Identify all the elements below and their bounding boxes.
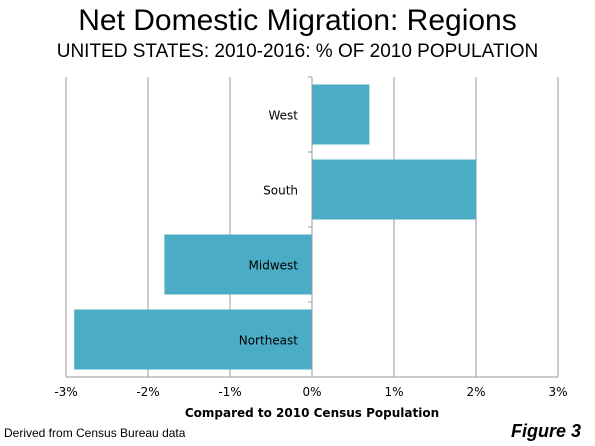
figure-label: Figure 3: [510, 421, 581, 441]
x-tick-label: -3%: [54, 385, 77, 399]
bar-south: [312, 159, 476, 220]
x-tick-label: -1%: [218, 385, 241, 399]
x-tick-label: 0%: [302, 385, 321, 399]
chart-title: Net Domestic Migration: Regions: [78, 4, 517, 37]
bar-west: [312, 84, 370, 145]
category-label-midwest: Midwest: [249, 259, 299, 273]
x-tick-label: 3%: [548, 385, 567, 399]
category-label-west: West: [268, 109, 298, 123]
x-tick-label: 2%: [466, 385, 485, 399]
bar-northeast: [74, 309, 312, 370]
category-label-northeast: Northeast: [239, 334, 299, 348]
x-tick-label: 1%: [384, 385, 403, 399]
category-label-south: South: [263, 184, 298, 198]
source-note: Derived from Census Bureau data: [4, 426, 186, 440]
bar-midwest: [164, 234, 312, 295]
chart-subtitle: UNITED STATES: 2010-2016: % OF 2010 POPU…: [56, 41, 539, 62]
x-tick-label: -2%: [136, 385, 159, 399]
x-axis-title: Compared to 2010 Census Population: [185, 406, 439, 420]
